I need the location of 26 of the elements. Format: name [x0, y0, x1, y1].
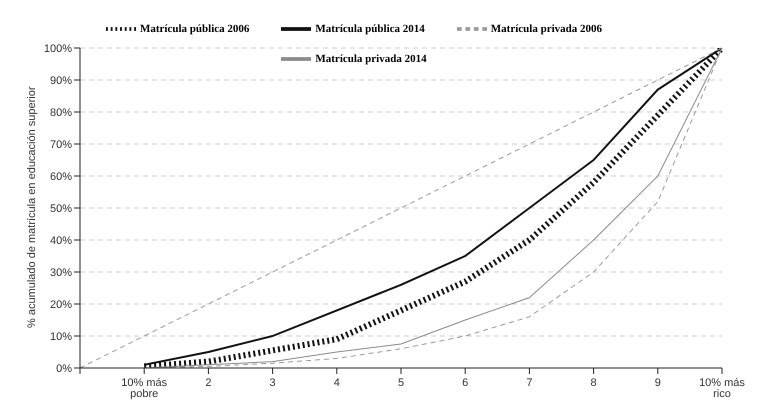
x-tick-label: 3 — [270, 377, 276, 389]
y-tick-label: 0% — [56, 362, 72, 375]
legend-label: Matrícula pública 2006 — [140, 22, 250, 35]
x-tick-label: 2 — [205, 377, 212, 389]
x-tick-label: 9 — [654, 377, 661, 389]
x-tick-label: 10% más pobre — [121, 377, 168, 400]
x-tick-label: 7 — [526, 377, 532, 389]
y-tick-label: 90% — [50, 74, 72, 87]
x-tick-label: 10% más rico — [699, 377, 746, 400]
y-tick-label: 60% — [50, 170, 72, 183]
y-tick-label: 70% — [50, 138, 72, 151]
legend-label: Matrícula pública 2014 — [315, 22, 425, 35]
y-tick-label: 20% — [50, 298, 72, 311]
legend-label: Matrícula privada 2014 — [315, 52, 427, 65]
x-tick-label: 6 — [462, 377, 468, 389]
y-axis-title: % acumulado de matrícula en educación superior — [26, 86, 38, 328]
x-tick-label: 4 — [334, 377, 340, 389]
y-tick-label: 40% — [50, 234, 72, 247]
y-tick-label: 10% — [50, 330, 72, 343]
y-tick-label: 30% — [50, 266, 72, 279]
y-tick-label: 50% — [50, 202, 72, 215]
x-tick-label: 8 — [590, 377, 597, 389]
y-tick-label: 80% — [50, 106, 72, 119]
y-tick-label: 100% — [44, 42, 72, 55]
legend-label: Matrícula privada 2006 — [490, 22, 602, 35]
x-tick-label: 5 — [398, 377, 404, 389]
